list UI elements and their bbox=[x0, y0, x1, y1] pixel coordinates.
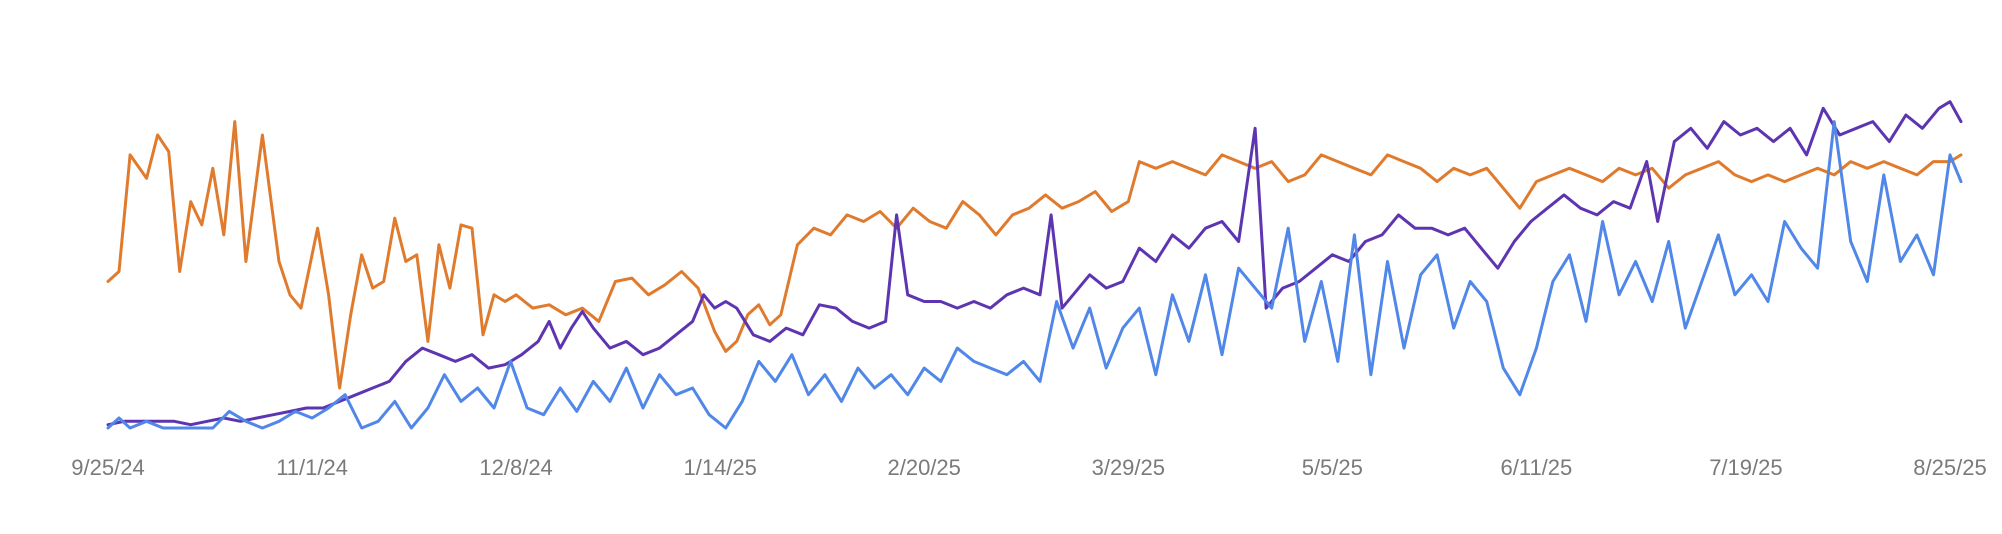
x-tick-label: 5/5/25 bbox=[1302, 455, 1363, 480]
x-tick-label: 6/11/25 bbox=[1501, 455, 1573, 480]
x-tick-label: 11/1/24 bbox=[276, 455, 348, 480]
x-tick-label: 9/25/24 bbox=[71, 455, 144, 480]
x-tick-label: 1/14/25 bbox=[683, 455, 756, 480]
x-axis-tick-labels: 9/25/24 11/1/24 12/8/24 1/14/25 2/20/25 3/29/… bbox=[71, 455, 1986, 480]
x-tick-label: 7/19/25 bbox=[1709, 455, 1782, 480]
x-tick-label: 3/29/25 bbox=[1092, 455, 1165, 480]
series-layer bbox=[106, 100, 1963, 430]
x-tick-label: 8/25/25 bbox=[1913, 455, 1986, 480]
series-line-1 bbox=[106, 120, 1963, 390]
x-tick-label: 2/20/25 bbox=[887, 455, 960, 480]
x-tick-label: 12/8/24 bbox=[479, 455, 552, 480]
series-line-3 bbox=[106, 120, 1963, 430]
series-line-2 bbox=[106, 100, 1963, 427]
